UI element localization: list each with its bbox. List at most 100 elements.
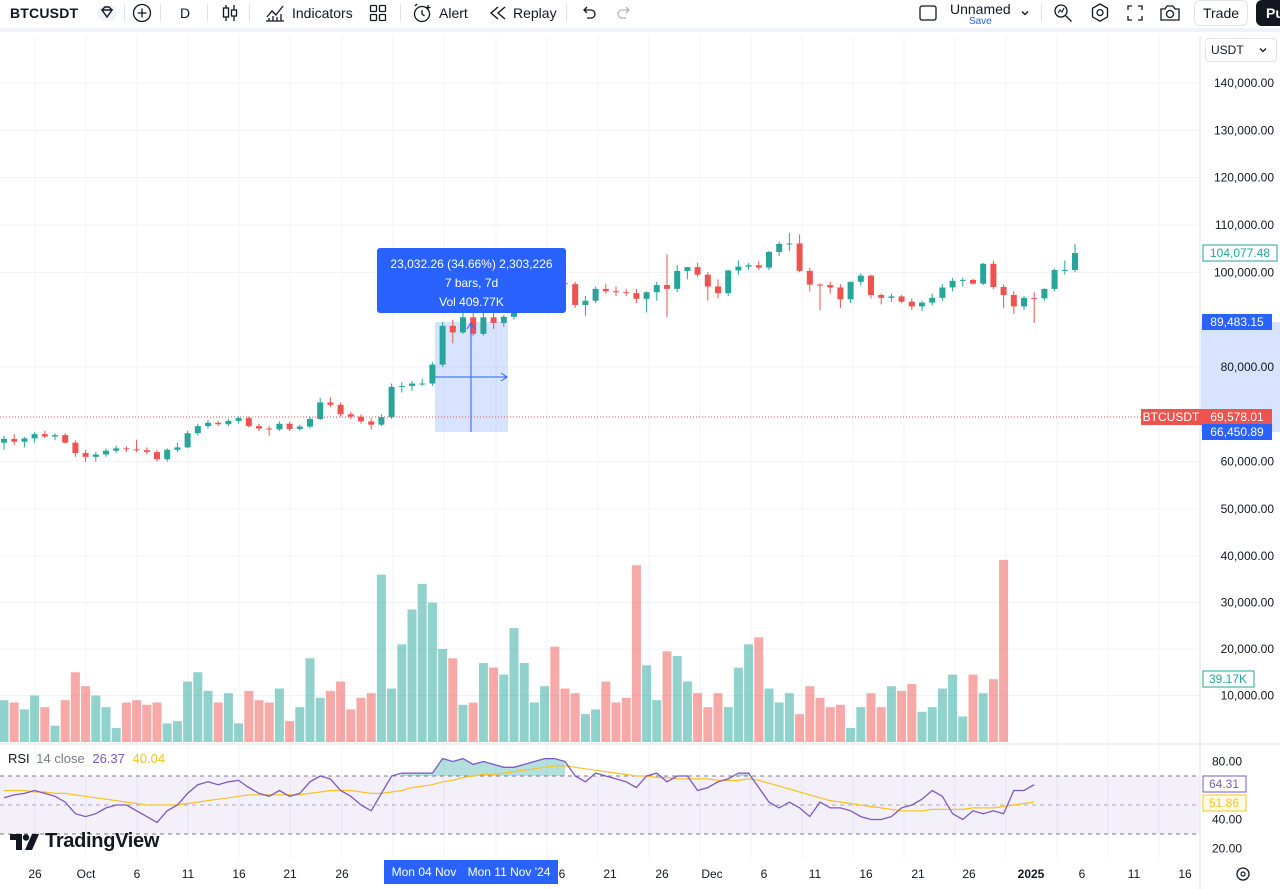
trade-button[interactable]: Trade (1194, 0, 1248, 26)
time-axis[interactable]: 26 Oct 6 11 16 21 26 6 21 26 Dec 6 11 16 21 26 2025 6 11 16 (28, 867, 1192, 881)
volume-bar (948, 674, 958, 742)
top-toolbar: BTCUSDT D Indicators Alert Replay Unname… (0, 0, 1280, 32)
time-tick-label: 6 (134, 867, 141, 881)
volume-bar (244, 690, 254, 742)
interval-button[interactable]: D (180, 5, 191, 21)
candle (317, 397, 324, 420)
volume-bar (234, 723, 244, 742)
volume-bar (336, 681, 346, 742)
volume-bar (132, 700, 142, 742)
candle-body (980, 263, 987, 284)
tradingview-logo[interactable]: TradingView (10, 830, 159, 853)
price-tick-label: 40,000.00 (1221, 549, 1275, 563)
volume-bar (570, 693, 580, 742)
time-tick-label: 26 (655, 867, 669, 881)
indicator-templates-icon[interactable] (369, 0, 387, 26)
redo-icon[interactable] (615, 0, 633, 26)
candle (735, 260, 742, 275)
candle-body (653, 285, 660, 293)
rsi-legend[interactable]: RSI 14 close 26.37 40.04 (8, 751, 165, 766)
layout-checkbox-icon[interactable] (918, 0, 938, 26)
volume-bar (448, 658, 458, 742)
volume-bar (846, 728, 856, 742)
last-price-tag-text: 104,077.48 (1210, 246, 1270, 260)
volume-bar (489, 667, 499, 742)
replay-button[interactable]: Replay (488, 0, 557, 26)
candle (1072, 243, 1078, 273)
alert-button[interactable]: Alert (412, 0, 468, 26)
candle-body (449, 325, 456, 333)
volume-bar (193, 672, 203, 742)
candle-body (837, 287, 844, 300)
volume-bar (540, 686, 550, 742)
toolbar-divider (207, 4, 208, 22)
timezone-settings-icon[interactable] (1236, 867, 1250, 881)
compare-watchlist-icon[interactable] (96, 0, 118, 26)
candle (806, 267, 813, 292)
volume-bars (0, 559, 1009, 742)
volume-bar (560, 688, 570, 742)
candle (827, 281, 834, 294)
volume-bar (305, 658, 315, 742)
volume-bar (897, 690, 907, 742)
candle-body (735, 266, 742, 271)
candle (786, 233, 793, 252)
compare-symbol-icon[interactable] (132, 0, 152, 26)
candle (704, 272, 711, 301)
volume-bar (142, 704, 152, 742)
volume-bar (325, 690, 335, 742)
volume-bar (815, 697, 825, 742)
candles-chart-type-icon[interactable] (221, 0, 239, 26)
time-tick-label: 26 (28, 867, 42, 881)
symbol-search-button[interactable]: BTCUSDT (10, 5, 79, 21)
candle-body (806, 270, 813, 285)
candle (684, 267, 691, 280)
candle-body (41, 434, 48, 437)
price-axis[interactable]: 140,000.00 130,000.00 120,000.00 110,000.00… (1214, 76, 1274, 702)
candle (796, 234, 803, 273)
volume-bar (162, 723, 172, 742)
candle (409, 381, 415, 391)
chart-canvas[interactable]: 140,000.00 130,000.00 120,000.00 110,000.00… (0, 36, 1280, 889)
volume-bar (509, 628, 519, 742)
candle (919, 300, 925, 312)
indicators-button[interactable]: Indicators (264, 0, 353, 26)
volume-bar (642, 665, 652, 742)
toolbar-divider (566, 4, 567, 22)
camera-snapshot-icon[interactable] (1159, 0, 1181, 26)
undo-icon[interactable] (580, 0, 598, 26)
settings-gear-icon[interactable] (1089, 0, 1111, 26)
toolbar-divider (249, 4, 250, 22)
layout-save-button[interactable]: Unnamed Save (950, 0, 1011, 28)
candle (337, 402, 344, 417)
volume-bar (754, 637, 764, 742)
candle-body (92, 454, 99, 457)
quick-search-icon[interactable] (1052, 0, 1074, 26)
candle (990, 260, 997, 289)
fullscreen-icon[interactable] (1125, 0, 1145, 26)
rsi-current-value: 26.37 (92, 751, 125, 766)
volume-tag-text: 39.17K (1209, 672, 1247, 686)
candle (439, 322, 446, 367)
volume-bar (346, 709, 356, 742)
time-tick-label: 11 (809, 867, 822, 881)
measure-volume: Vol 409.77K (439, 295, 504, 309)
rsi-axis[interactable]: 80.00 40.00 20.00 (1212, 755, 1242, 856)
volume-bar (723, 707, 733, 742)
candle (429, 362, 436, 386)
price-tick-label: 20,000.00 (1221, 642, 1275, 656)
candle (1031, 292, 1038, 323)
price-tick-label: 50,000.00 (1221, 502, 1275, 516)
volume-bar (968, 674, 978, 742)
candle (388, 383, 395, 420)
layout-chevron-down-icon[interactable] (1018, 0, 1032, 26)
candle-body (480, 317, 487, 334)
currency-dropdown[interactable]: USDT (1205, 38, 1277, 62)
rsi-ma-tag (1202, 794, 1247, 812)
candle-body (888, 296, 895, 298)
volume-bar (713, 693, 723, 742)
candle-body (378, 417, 385, 425)
candle (908, 298, 915, 311)
publish-button[interactable]: Pu (1256, 0, 1280, 26)
candle-body (307, 419, 313, 427)
